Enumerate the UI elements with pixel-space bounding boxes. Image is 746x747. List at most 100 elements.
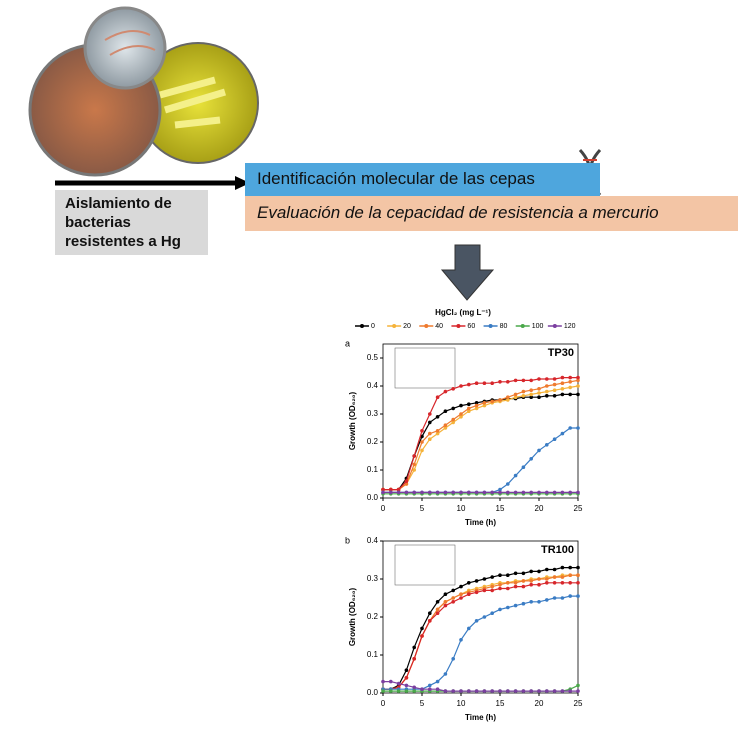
data-point [506,581,510,585]
data-point [576,378,580,383]
y-tick-label: 0.2 [367,437,379,446]
data-point [435,490,440,495]
x-tick-label: 5 [420,504,425,513]
data-point [529,579,533,583]
evaluation-box: Evaluación de la cepacidad de resistenci… [245,196,738,231]
y-tick-label: 0.2 [367,612,379,621]
data-point [474,490,479,495]
data-point [389,679,393,684]
data-point [545,377,549,381]
data-point [490,588,495,593]
data-point [552,575,557,579]
data-point [412,462,417,467]
series-line [383,574,578,690]
data-point [474,579,479,583]
data-point [428,687,432,691]
data-point [521,579,526,583]
data-point [552,490,557,495]
data-point [513,490,518,495]
data-point [529,582,533,587]
data-point [412,685,417,690]
data-point [412,468,417,472]
data-point [443,423,448,428]
legend-title: HgCl₂ (mg L⁻¹) [435,308,491,317]
x-tick-label: 0 [381,504,386,513]
data-point [506,398,510,402]
data-point [521,394,526,398]
data-point [560,565,565,570]
data-point [568,581,572,585]
data-point [404,668,409,672]
data-point [381,490,385,495]
data-point [482,401,487,405]
inset [394,347,456,389]
petri-dishes [28,6,259,177]
x-tick-label: 5 [420,699,425,708]
data-point [451,387,456,391]
data-point [506,605,510,610]
data-point [443,426,448,430]
data-point [498,607,502,612]
data-point [474,590,479,595]
data-point [513,689,518,693]
data-point [435,429,440,433]
data-point [560,431,565,436]
data-point [490,584,495,589]
legend-marker [392,324,397,328]
data-point [412,657,417,661]
data-point [498,398,502,402]
data-point [459,490,463,495]
y-tick-label: 0.1 [367,465,379,474]
data-point [529,490,533,495]
data-point [545,490,549,495]
data-point [568,565,572,570]
data-point [498,586,502,591]
data-point [521,689,526,693]
y-tick-label: 0.5 [367,353,379,362]
data-point [545,577,549,581]
data-point [568,392,572,397]
data-point [420,448,424,453]
data-point [568,573,572,577]
data-point [435,600,440,604]
y-tick-label: 0.0 [367,688,379,697]
data-point [443,490,448,495]
data-point [576,683,580,688]
data-point [552,388,557,393]
data-point [498,582,502,587]
data-point [545,394,549,398]
data-point [420,687,424,691]
data-point [420,626,424,631]
data-point [396,681,401,686]
data-point [545,389,549,394]
data-point [576,384,580,388]
data-point [420,490,424,495]
legend-label: 40 [435,323,443,330]
x-tick-label: 25 [574,504,583,513]
y-axis-label: Growth (OD₆₂₀) [348,587,357,646]
data-point [513,473,518,478]
data-point [428,431,432,436]
data-point [529,395,533,400]
data-point [529,457,533,461]
y-tick-label: 0.4 [367,381,379,390]
data-point [459,584,463,589]
legend-marker [456,324,461,328]
data-point [521,378,526,383]
data-point [568,380,572,384]
data-point [459,596,463,600]
data-point [506,395,510,400]
x-tick-label: 15 [496,699,505,708]
y-tick-label: 0.1 [367,650,379,659]
legend-label: 120 [564,323,576,330]
data-point [513,584,518,589]
data-point [420,634,424,638]
identification-box: Identificación molecular de las cepas [245,163,600,196]
data-point [560,381,565,386]
data-point [545,384,549,388]
data-point [389,487,393,492]
data-point [521,465,526,470]
data-point [459,384,463,388]
data-point [482,615,487,619]
data-point [459,592,463,596]
